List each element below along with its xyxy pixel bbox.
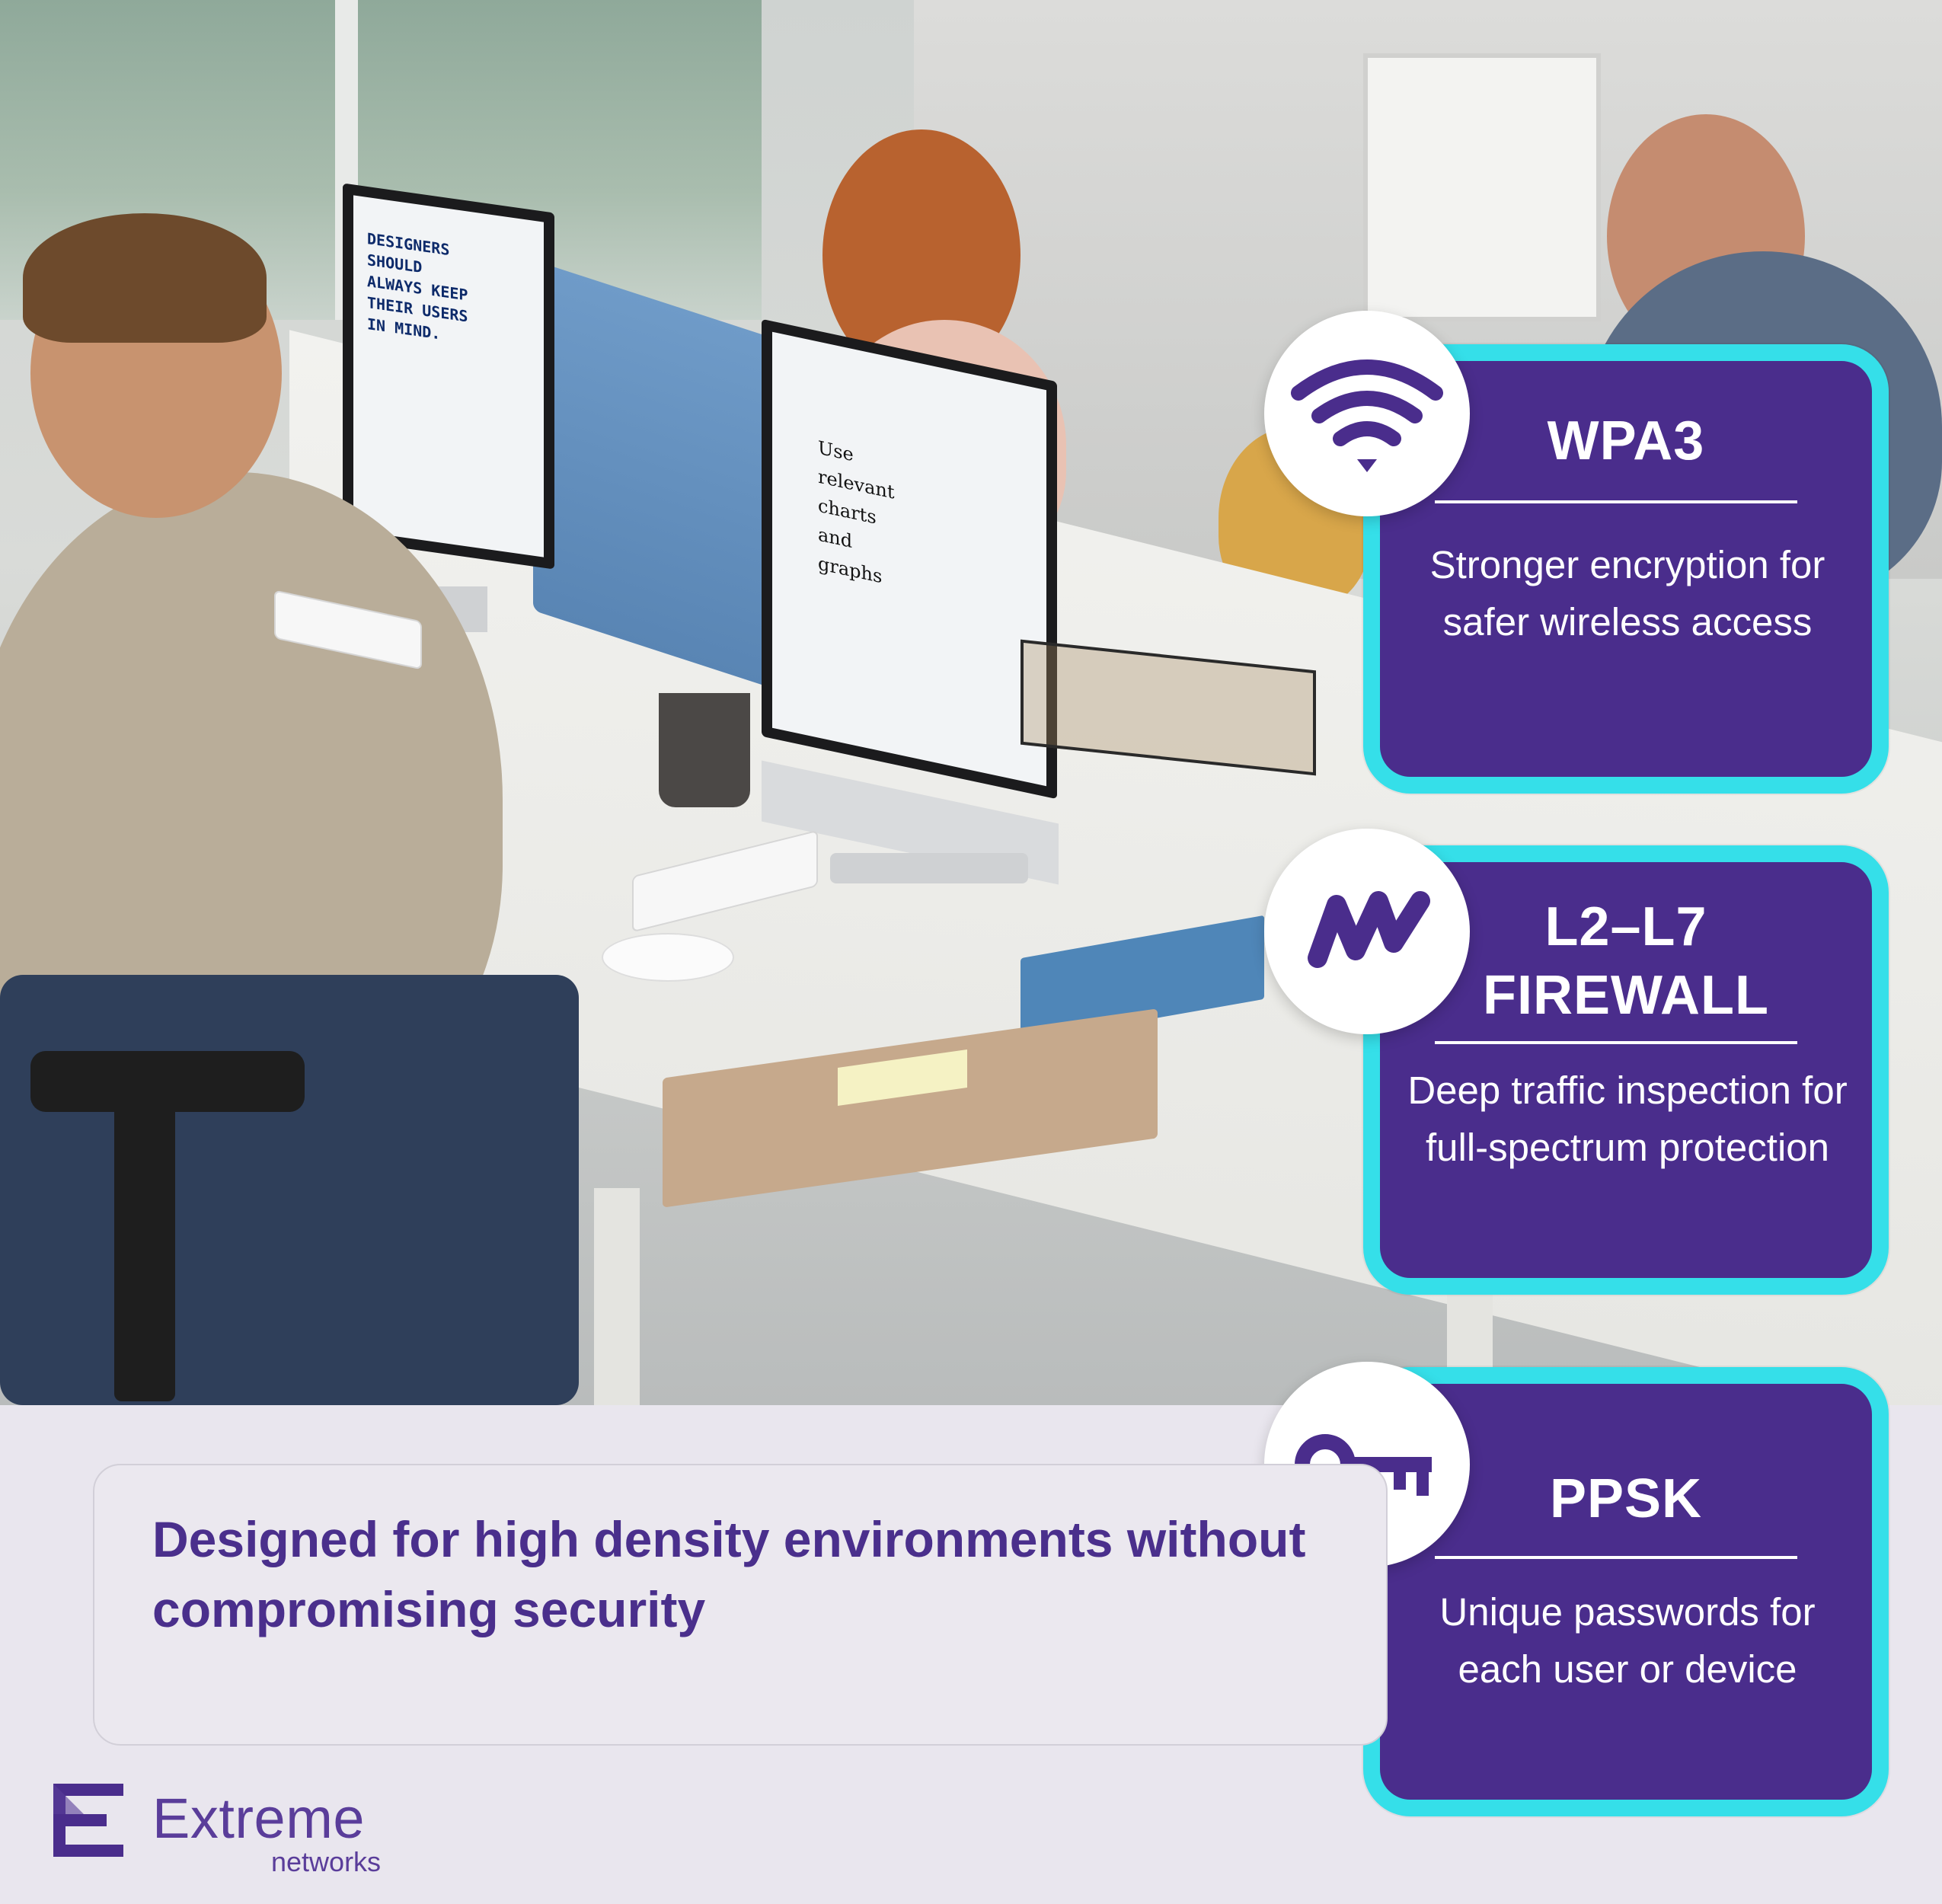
extreme-logo-icon bbox=[53, 1784, 123, 1857]
feature-card-firewall: L2–L7 FIREWALL Deep traffic inspection f… bbox=[1363, 845, 1889, 1295]
monitor-left: DESIGNERS SHOULD ALWAYS KEEP THEIR USERS… bbox=[343, 183, 554, 570]
coffee-mug bbox=[659, 693, 750, 807]
wifi-icon-circle bbox=[1264, 311, 1470, 516]
monitor-left-screen-text: DESIGNERS SHOULD ALWAYS KEEP THEIR USERS… bbox=[367, 228, 468, 343]
feature-title-firewall-line1: L2–L7 bbox=[1544, 896, 1707, 957]
monitor-front-stand bbox=[830, 853, 1028, 883]
feature-divider bbox=[1435, 1041, 1797, 1044]
extreme-w-icon-circle bbox=[1264, 829, 1470, 1034]
desk-leg bbox=[594, 1188, 640, 1405]
monitor-front: Use relevant charts and graphs bbox=[762, 318, 1057, 800]
feature-divider bbox=[1435, 1556, 1797, 1559]
logo-subtext: networks bbox=[271, 1846, 382, 1877]
person-main-hair bbox=[23, 213, 267, 343]
whiteboard bbox=[1363, 53, 1601, 321]
feature-title-wpa3: WPA3 bbox=[1547, 411, 1705, 471]
monitor-front-screen-text: Use relevant charts and graphs bbox=[818, 436, 895, 588]
feature-description-wpa3: Stronger encryption for safer wireless a… bbox=[1429, 543, 1825, 644]
tagline-card bbox=[93, 1464, 1388, 1746]
feature-divider bbox=[1435, 500, 1797, 503]
mouse bbox=[602, 933, 734, 982]
tagline: Designed for high density environments w… bbox=[152, 1511, 1306, 1637]
wifi-icon bbox=[1291, 359, 1443, 472]
feature-description-ppsk: Unique passwords for each user or device bbox=[1439, 1590, 1816, 1691]
feature-description-firewall: Deep traffic inspection for full-spectru… bbox=[1407, 1069, 1848, 1169]
office-chair-post bbox=[114, 1097, 175, 1401]
logo-wordmark: Extreme bbox=[152, 1787, 366, 1850]
person-main-legs bbox=[0, 975, 579, 1405]
feature-title-firewall-line2: FIREWALL bbox=[1483, 965, 1769, 1026]
extreme-w-icon bbox=[1308, 891, 1430, 968]
feature-title-ppsk: PPSK bbox=[1549, 1468, 1703, 1529]
